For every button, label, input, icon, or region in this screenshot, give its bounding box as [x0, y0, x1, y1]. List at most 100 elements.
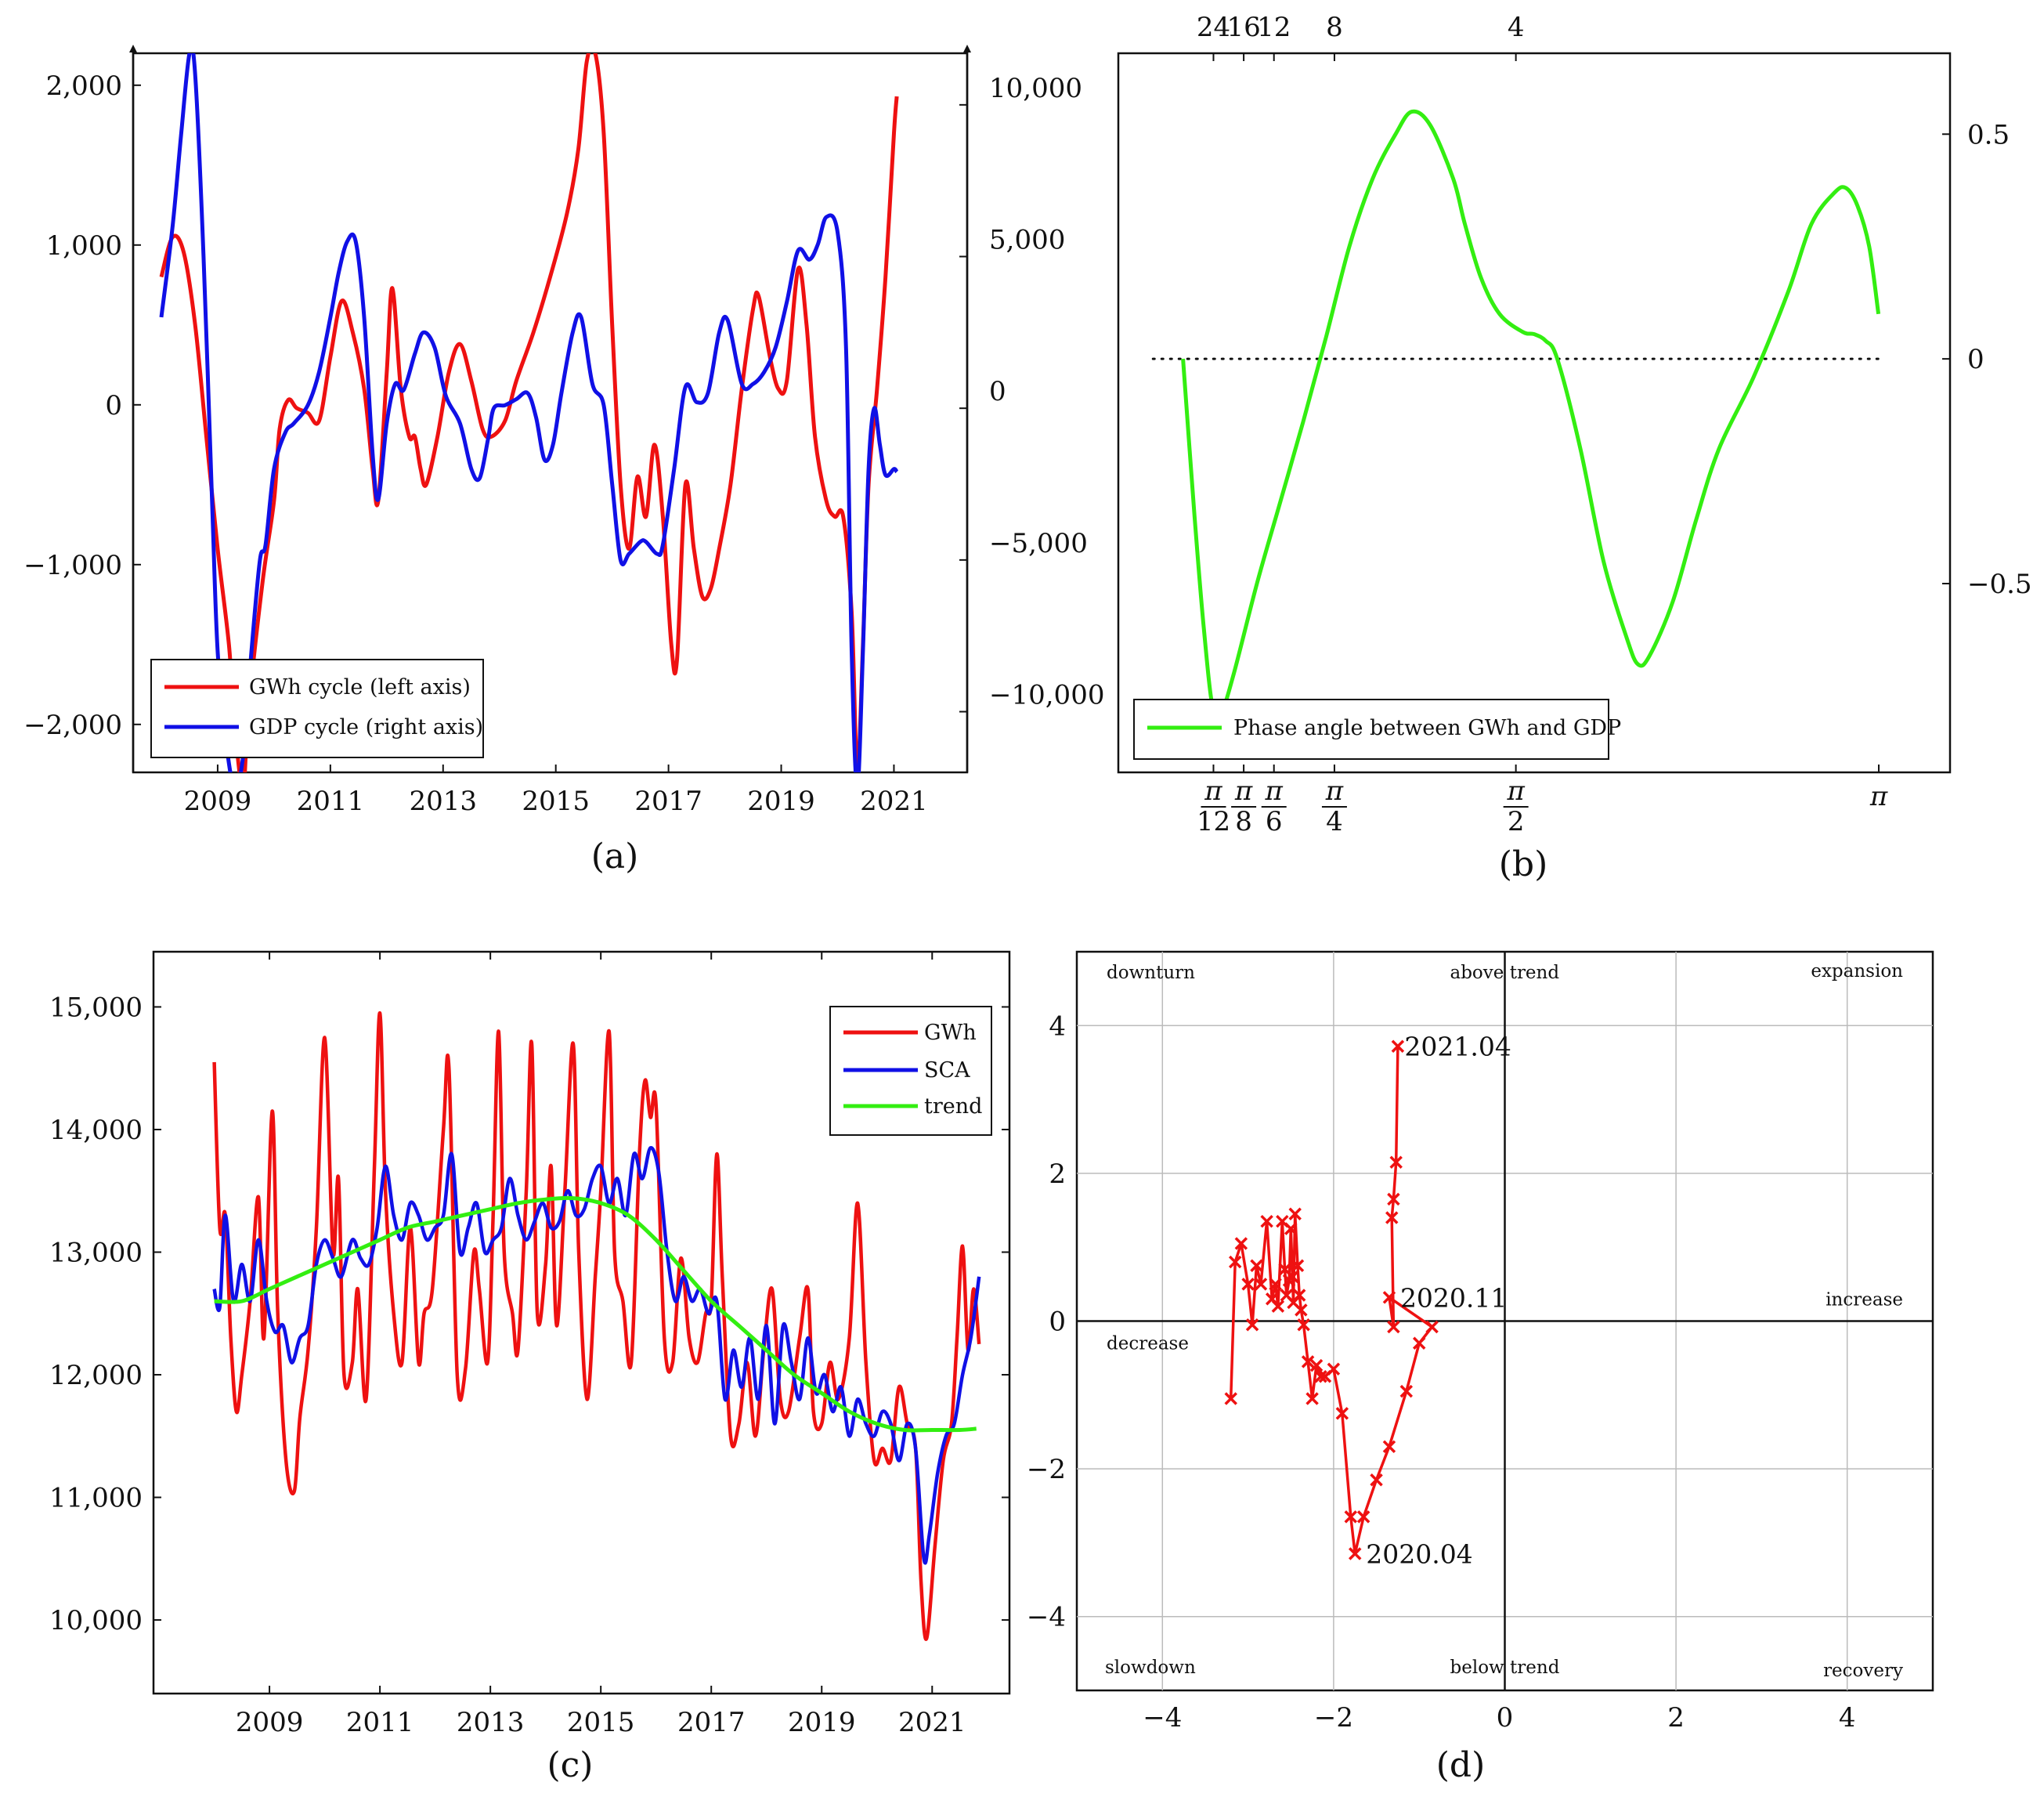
panel-b-plot	[1151, 109, 1881, 719]
panel-a-legend: GWh cycle (left axis) GDP cycle (right a…	[150, 659, 484, 758]
point-annotation: 2020.04	[1366, 1539, 1472, 1570]
panel-c-frame	[152, 950, 1011, 1695]
data-point-marker	[1425, 1320, 1439, 1334]
marker-stroke	[1412, 1336, 1426, 1350]
point-annotation: 2020.11	[1400, 1282, 1507, 1313]
y-right-tick-label: −5,000	[989, 528, 1088, 559]
quadrant-label: downturn	[1107, 963, 1195, 983]
panel-a-legend-box	[150, 659, 484, 758]
marker-stroke	[1254, 1278, 1268, 1291]
quadrant-label: slowdown	[1105, 1658, 1196, 1678]
panel-d-label: (d)	[1436, 1745, 1486, 1785]
marker-stroke	[1265, 1292, 1279, 1306]
marker-stroke	[1286, 1270, 1299, 1284]
panel-b-label: (b)	[1499, 844, 1548, 884]
data-point-marker	[1327, 1362, 1341, 1376]
data-point-marker	[1295, 1303, 1308, 1317]
marker-stroke	[1291, 1259, 1305, 1273]
marker-stroke	[1228, 1255, 1242, 1269]
data-point-marker	[1271, 1300, 1285, 1313]
y-right-tick-label: 0.5	[1967, 119, 2010, 150]
marker-stroke	[1297, 1318, 1310, 1332]
panel-b-legend-label: Phase angle between GWh and GDP	[1233, 716, 1621, 740]
y-right-tick-label: −0.5	[1967, 569, 2032, 600]
marker-stroke	[1295, 1303, 1308, 1317]
x-tick-label-denominator: 6	[1266, 806, 1283, 837]
x-top-tick-label: 12	[1257, 12, 1291, 43]
marker-stroke	[1385, 1211, 1399, 1224]
marker-stroke	[1269, 1278, 1282, 1291]
panel-d-annotations: 2021.04 2020.11 2020.04	[1366, 1032, 1511, 1570]
data-point-marker	[1391, 1039, 1405, 1053]
panel-c-legend: GWh SCA trend	[829, 1006, 992, 1136]
y-tick-label: 0	[1049, 1307, 1066, 1338]
panel-b-frame	[1117, 52, 1952, 774]
data-point-marker	[1297, 1318, 1310, 1332]
data-point-marker	[1241, 1278, 1255, 1291]
marker-stroke	[1348, 1547, 1362, 1560]
panel-a-legend-label-gdp: GDP cycle (right axis)	[249, 715, 483, 739]
marker-stroke	[1250, 1259, 1263, 1273]
panel-d-grid	[1077, 952, 1933, 1690]
panel-b-legend: Phase angle between GWh and GDP	[1133, 699, 1621, 760]
marker-stroke	[1370, 1473, 1383, 1487]
x-tick-label: 2009	[236, 1707, 304, 1738]
panel-c-plot	[212, 1011, 981, 1641]
y-left-tick-label: 1,000	[46, 230, 122, 262]
marker-stroke	[1387, 1192, 1400, 1206]
marker-stroke	[1288, 1207, 1302, 1221]
marker-stroke	[1399, 1384, 1414, 1398]
data-point-marker	[1382, 1291, 1396, 1304]
x-tick-label: 2013	[457, 1707, 525, 1738]
y-tick-label: −4	[1027, 1602, 1066, 1633]
data-point-marker	[1344, 1510, 1357, 1524]
quadrant-label: decrease	[1107, 1334, 1189, 1354]
marker-stroke	[1382, 1291, 1396, 1304]
marker-stroke	[1271, 1300, 1285, 1313]
marker-stroke	[1305, 1392, 1319, 1405]
x-tick-label-denominator: 4	[1326, 806, 1343, 837]
y-tick-label: 2	[1049, 1159, 1066, 1190]
panel-a-plot	[159, 53, 899, 772]
data-point-marker	[1309, 1358, 1324, 1372]
data-point-marker	[1286, 1270, 1299, 1284]
data-point-marker	[1305, 1392, 1319, 1405]
series-line-sca	[212, 1146, 981, 1565]
marker-stroke	[1356, 1510, 1370, 1524]
panel-a: 2009 2011 2013 2015 2017 2019 2021 −2,000 −1,000…	[23, 45, 1104, 877]
y-tick-label: 4	[1049, 1010, 1066, 1042]
quadrant-label: expansion	[1811, 961, 1903, 982]
marker-stroke	[1314, 1369, 1327, 1383]
data-point-marker	[1399, 1384, 1414, 1398]
x-tick-label: 2017	[634, 786, 702, 817]
point-annotation: 2021.04	[1404, 1032, 1511, 1062]
y-right-tick-label: 0	[1967, 344, 1984, 375]
x-tick-label-numerator: π	[1265, 775, 1284, 807]
data-point-marker	[1356, 1510, 1370, 1524]
y-tick-label: −2	[1027, 1454, 1066, 1485]
panel-c: 2009 2011 2013 2015 2017 2019 2021 10,000 11,000…	[49, 950, 1011, 1785]
x-tick-label: 2015	[522, 786, 590, 817]
phase-angle-line	[1181, 109, 1881, 719]
data-point-marker	[1269, 1278, 1282, 1291]
x-tick-label: 2021	[860, 786, 928, 817]
marker-stroke	[1284, 1222, 1298, 1235]
marker-stroke	[1387, 1320, 1400, 1334]
x-tick-label: 2021	[898, 1707, 966, 1738]
y-right-tick-label: −10,000	[989, 680, 1104, 711]
data-point-marker	[1284, 1222, 1298, 1235]
trajectory-line	[1229, 1046, 1434, 1556]
y-left-tick-label: −2,000	[23, 710, 122, 741]
x-tick-label: −2	[1314, 1702, 1353, 1734]
panel-d: −4 −2 0 2 4 −4 −2 0 2 4 downturn above trend expans…	[1027, 950, 1934, 1785]
panel-a-label: (a)	[591, 837, 639, 877]
data-point-marker	[1387, 1192, 1400, 1206]
x-tick-label: −4	[1143, 1702, 1182, 1734]
data-point-marker	[1348, 1547, 1362, 1560]
data-point-marker	[1385, 1211, 1399, 1224]
x-tick-label: 2017	[677, 1707, 746, 1738]
data-point-marker	[1250, 1259, 1263, 1273]
marker-stroke	[1280, 1289, 1294, 1302]
x-tick-label: 4	[1839, 1702, 1856, 1734]
y-left-tick-label: 0	[105, 390, 122, 421]
